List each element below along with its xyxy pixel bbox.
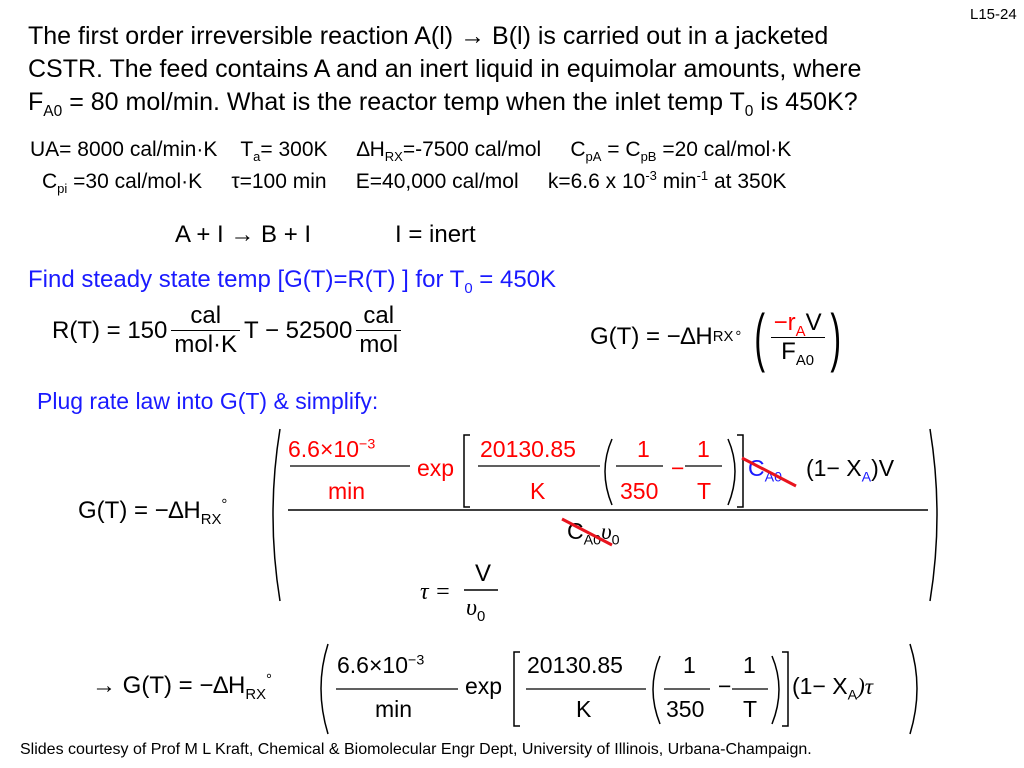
final-eq-k-num: 6.6×10−3 xyxy=(337,652,425,678)
final-eq-one-a: 1 xyxy=(683,652,696,678)
tau-lhs: τ = xyxy=(420,579,451,605)
plug-rate-law-line: Plug rate law into G(T) & simplify: xyxy=(37,388,379,414)
tau-num: V xyxy=(474,560,491,587)
final-eq-ea-den: K xyxy=(576,696,592,722)
slide-number: L15-24 xyxy=(970,6,1017,23)
final-eq-lhs: → G(T) = −∆HRX° xyxy=(92,672,272,703)
final-eq-brackets xyxy=(320,643,918,735)
reaction-equation: A + I → B + I xyxy=(175,221,312,248)
big-eq-ea-den: K xyxy=(530,478,546,504)
final-eq-350: 350 xyxy=(666,696,705,722)
problem-statement: The first order irreversible reaction A(… xyxy=(28,20,861,119)
big-eq-one-b: 1 xyxy=(697,436,710,462)
big-eq-T: T xyxy=(697,478,712,504)
final-eq-minus: − xyxy=(718,673,732,699)
final-eq-exp: exp xyxy=(465,673,503,699)
problem-line-3: FA0 = 80 mol/min. What is the reactor te… xyxy=(28,88,858,120)
big-eq-brackets xyxy=(272,428,938,602)
tau-fraction-bar xyxy=(464,589,498,591)
find-steady-state-line: Find steady state temp [G(T)=R(T) ] for … xyxy=(28,266,557,297)
final-eq-k-den: min xyxy=(375,696,413,722)
final-eq-one-b: 1 xyxy=(743,652,756,678)
strike-ca0-denominator xyxy=(561,517,613,547)
problem-line-1: The first order irreversible reaction A(… xyxy=(28,22,829,50)
big-eq-exp: exp xyxy=(417,455,455,481)
tau-den: υ0 xyxy=(466,595,486,625)
big-eq-350: 350 xyxy=(620,478,659,504)
big-eq-k-den: min xyxy=(328,478,366,504)
final-eq-conversion: (1− XA)τ xyxy=(792,673,874,704)
r-of-t-equation: R(T) = 150 cal mol·K T − 52500 cal mol xyxy=(52,302,402,359)
big-eq-conversion: (1− XA)V xyxy=(806,455,895,486)
params-line-2: Cpi =30 cal/mol·K τ=100 min E=40,000 cal… xyxy=(42,168,787,197)
big-eq-k-num: 6.6×10−3 xyxy=(288,436,376,462)
final-eq-ea-num: 20130.85 xyxy=(527,652,623,678)
final-eq-T: T xyxy=(743,696,758,722)
params-line-1: UA= 8000 cal/min·K Ta= 300K ∆HRX=-7500 c… xyxy=(30,138,792,165)
big-eq-ea-num: 20130.85 xyxy=(480,436,576,462)
strike-ca0-numerator xyxy=(741,456,797,488)
problem-line-2: CSTR. The feed contains A and an inert l… xyxy=(28,55,862,83)
big-eq-ca0: CA0 xyxy=(748,455,783,486)
inert-note: I = inert xyxy=(395,221,476,248)
big-eq-minus: − xyxy=(671,455,685,481)
g-of-t-definition: G(T) = −∆H RX ° ( −rAV FA0 ) xyxy=(590,301,841,373)
big-eq-one-a: 1 xyxy=(637,436,650,462)
footer-credit: Slides courtesy of Prof M L Kraft, Chemi… xyxy=(20,741,812,758)
big-eq-lhs: G(T) = −∆HRX° xyxy=(78,497,228,528)
